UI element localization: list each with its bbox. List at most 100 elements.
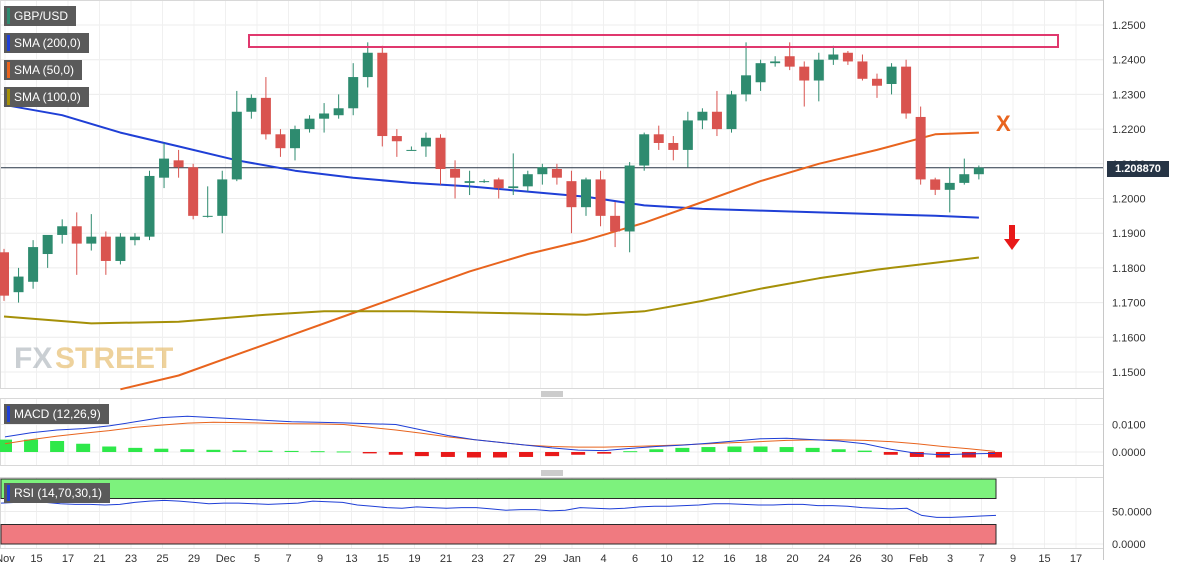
candle-body	[537, 167, 548, 175]
down-arrow-shaft	[1009, 225, 1015, 240]
sma-line-sma500	[120, 131, 979, 391]
macd-histogram-bar	[988, 452, 1002, 458]
x-tick-label: 7	[285, 553, 291, 565]
candle-body	[348, 77, 359, 109]
last-price-text: 1.208870	[1115, 163, 1161, 175]
candle-body	[362, 52, 373, 78]
candle-body	[784, 56, 795, 67]
legend-sma-50-text: SMA (50,0)	[14, 63, 75, 77]
y-tick-label: 1.2000	[1112, 194, 1146, 206]
macd-histogram-bar	[362, 452, 377, 454]
x-tick-label: 26	[849, 553, 861, 565]
x-tick-label: 20	[786, 553, 798, 565]
x-tick-label: 21	[93, 553, 105, 565]
candle-body	[450, 169, 461, 178]
macd-histogram-bar	[232, 450, 247, 452]
candle-body	[246, 97, 257, 112]
macd-histogram-bar	[388, 452, 403, 455]
x-tick-label: 7	[978, 553, 984, 565]
candle-body	[0, 252, 9, 296]
x-tick-label: 13	[345, 553, 357, 565]
macd-histogram-bar	[24, 439, 39, 452]
candle-body	[973, 167, 984, 175]
macd-histogram-bar	[336, 451, 351, 453]
y-tick-label: 1.2500	[1112, 20, 1146, 32]
macd-histogram-bar	[206, 449, 221, 452]
candle-body	[624, 165, 635, 232]
macd-signal-line	[4, 421, 996, 452]
macd-histogram-bar	[597, 452, 612, 454]
macd-histogram-bar	[76, 443, 91, 452]
candle-body	[668, 142, 679, 150]
candle-body	[86, 236, 97, 244]
x-tick-label: 16	[723, 553, 735, 565]
candle-body	[290, 129, 300, 149]
x-tick-label: 5	[254, 553, 260, 565]
x-tick-label: 3	[947, 553, 953, 565]
candle-body	[639, 134, 650, 166]
candle-body	[508, 186, 519, 189]
candle-body	[231, 111, 242, 180]
x-tick-label: 17	[62, 553, 74, 565]
candle-body	[57, 226, 68, 235]
x-tick-label: 4	[600, 553, 606, 565]
last-price-badge: 1.208870	[1107, 161, 1169, 177]
candle-body	[479, 181, 490, 183]
macd-line	[4, 415, 996, 456]
x-tick-label: 6	[632, 553, 638, 565]
candle-body	[857, 61, 868, 79]
rsi-bands	[0, 478, 997, 545]
macd-panel-marks	[0, 415, 1002, 458]
macd-histogram-bar	[649, 449, 664, 452]
macd-histogram-bar	[466, 452, 481, 458]
candle-body	[304, 118, 315, 130]
fxstreet-watermark: FX	[14, 342, 52, 375]
candle-body	[872, 78, 882, 86]
candle-body	[682, 120, 693, 150]
x-tick-label: 12	[692, 553, 704, 565]
candle-body	[435, 137, 446, 170]
x-tick-label: 18	[755, 553, 767, 565]
y-tick-label: 1.2300	[1112, 89, 1146, 101]
annotations: X	[248, 34, 1059, 250]
macd-y-tick-label: 0.0100	[1112, 420, 1146, 432]
macd-histogram-bar	[961, 452, 976, 458]
candle-body	[28, 247, 39, 282]
candle-body	[944, 182, 955, 190]
x-tick-label: 15	[377, 553, 389, 565]
candle-body	[930, 179, 941, 190]
candle-body	[377, 52, 388, 137]
x-tick-label: Dec	[216, 553, 236, 565]
candle-body	[493, 179, 504, 189]
y-axis-labels: 1.25001.24001.23001.22001.21001.20001.19…	[1112, 20, 1152, 551]
x-tick-label: 23	[125, 553, 137, 565]
candle-body	[828, 54, 839, 60]
candle-body	[901, 66, 912, 114]
rsi-overbought-band	[0, 478, 997, 499]
candle-body	[886, 66, 897, 84]
candle-body	[566, 181, 577, 208]
legend-gbpusd: GBP/USD	[4, 6, 77, 26]
x-tick-label: 10	[660, 553, 672, 565]
x-tick-label: Feb	[909, 553, 928, 565]
x-tick-label: 25	[156, 553, 168, 565]
macd-histogram-bar	[805, 447, 820, 452]
legend-macd: MACD (12,26,9)	[4, 404, 109, 424]
y-tick-label: 1.1900	[1112, 228, 1146, 240]
x-tick-label: 15	[30, 553, 42, 565]
candle-body	[159, 158, 170, 178]
candle-body	[595, 179, 606, 216]
x-tick-label: 19	[408, 553, 420, 565]
macd-histogram-bar	[154, 448, 169, 452]
legend-macd-text: MACD (12,26,9)	[14, 407, 101, 421]
legend-sma-50: SMA (50,0)	[4, 60, 83, 80]
x-tick-label: 29	[188, 553, 200, 565]
candle-body	[144, 175, 155, 237]
x-tick-label: Jan	[563, 553, 581, 565]
macd-histogram-bar	[571, 452, 586, 455]
sma-line-sma1000	[3, 256, 980, 325]
macd-histogram-bar	[50, 441, 65, 452]
candle-body	[959, 174, 970, 183]
x-tick-label: 9	[1010, 553, 1016, 565]
